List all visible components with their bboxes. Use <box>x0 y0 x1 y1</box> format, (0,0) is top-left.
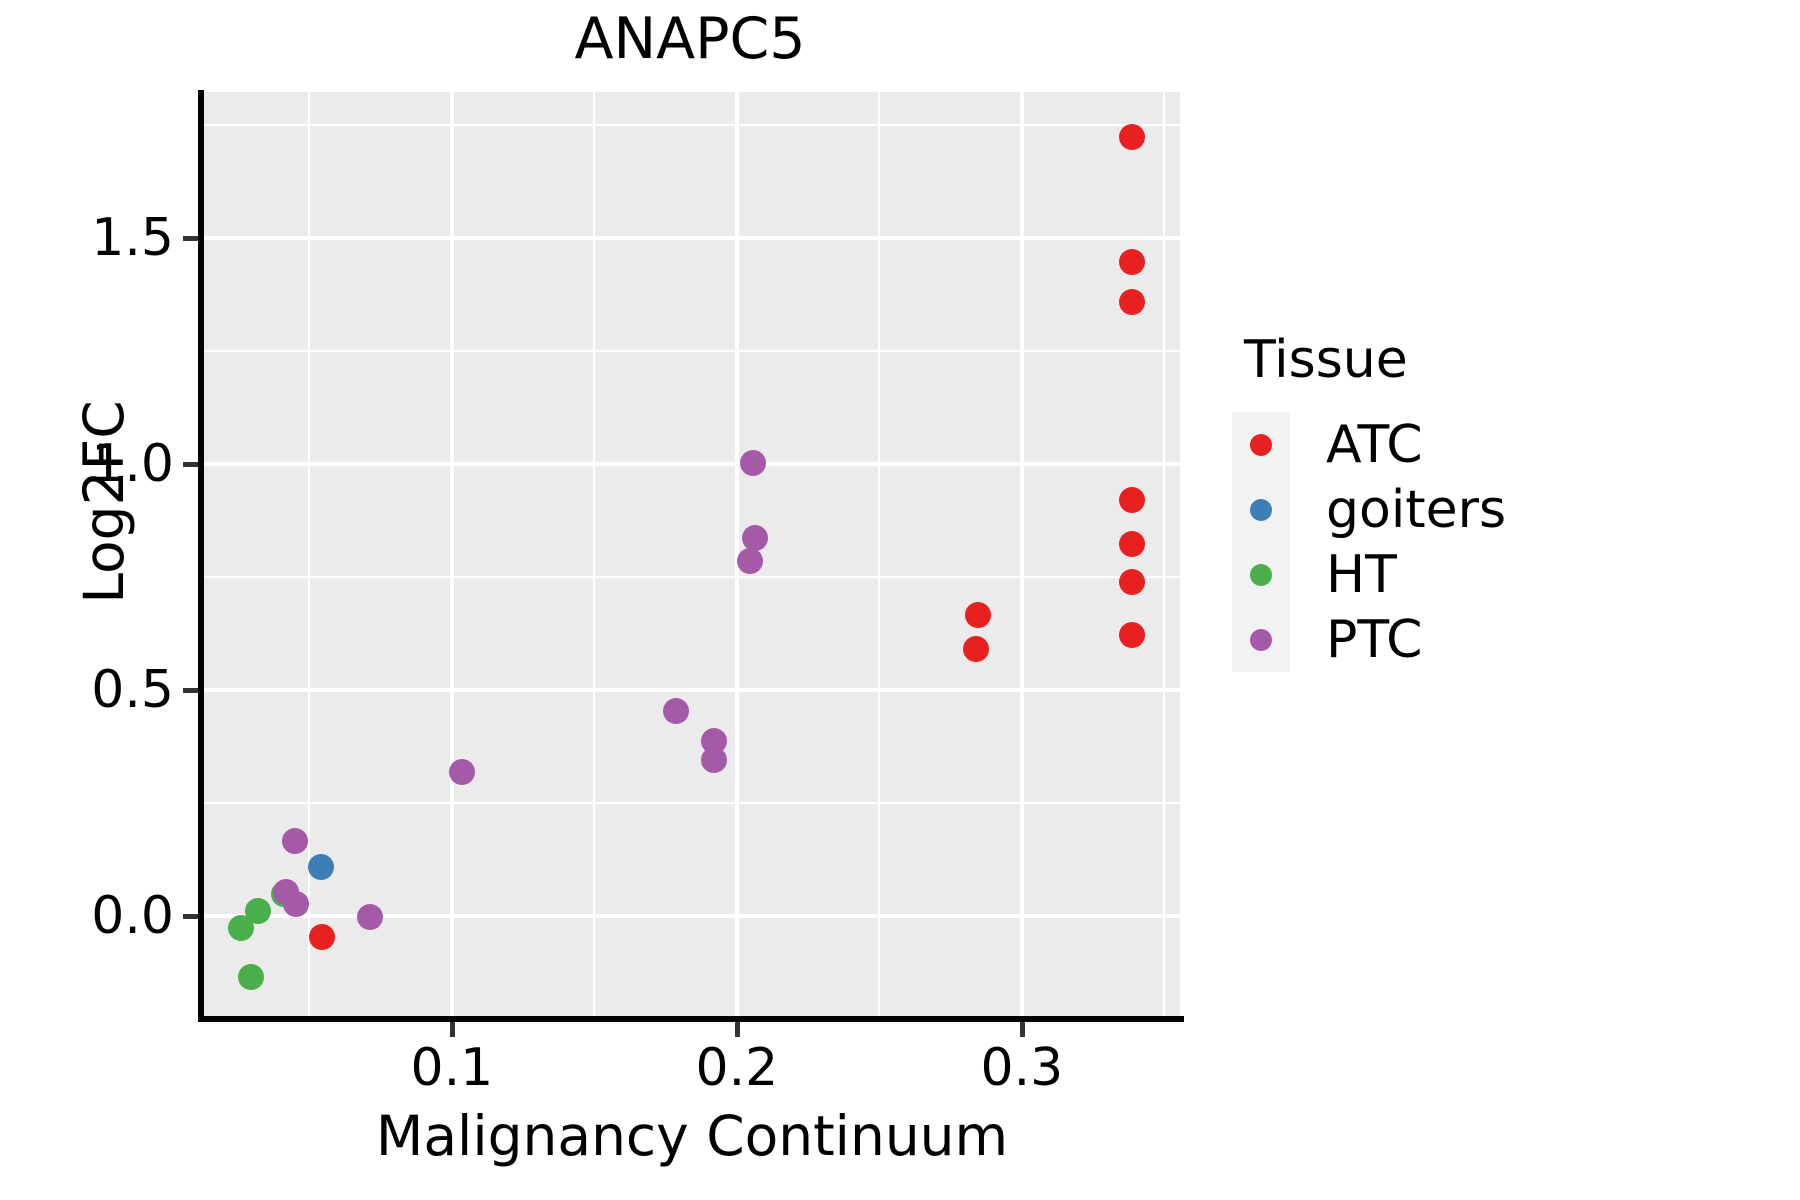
data-point-ptc <box>282 891 309 918</box>
data-point-ht <box>237 963 264 990</box>
legend-dot-icon <box>1250 628 1272 651</box>
x-tick-mark <box>1019 1022 1025 1037</box>
x-tick-label: 0.2 <box>695 1038 779 1098</box>
gridline-minor-vertical <box>308 92 311 1018</box>
gridline-minor-vertical <box>593 92 596 1018</box>
x-axis-label: Malignancy Continuum <box>375 1104 1009 1168</box>
gridline-minor-horizontal <box>204 124 1180 126</box>
legend-title: Tissue <box>1244 330 1408 390</box>
gridline-major-vertical <box>734 92 739 1018</box>
y-tick-label: 1.0 <box>91 434 174 495</box>
data-point-ptc <box>282 828 309 855</box>
data-point-atc <box>1118 289 1145 316</box>
y-axis-line <box>198 90 204 1022</box>
data-point-ptc <box>701 728 728 755</box>
legend-items: ATC goiters HT PTC <box>1232 412 1506 672</box>
gridline-major-horizontal <box>204 462 1180 467</box>
data-point-ptc <box>742 525 769 552</box>
legend-dot-icon <box>1250 433 1272 456</box>
gridline-minor-horizontal <box>204 576 1180 579</box>
x-tick-label: 0.3 <box>980 1038 1064 1098</box>
legend-item-label: goiters <box>1326 479 1507 540</box>
y-axis-label: Log2FC <box>72 400 136 604</box>
data-point-atc <box>309 924 336 951</box>
data-point-ptc <box>662 697 689 724</box>
data-point-atc <box>1118 249 1145 275</box>
x-tick-label: 0.1 <box>410 1038 494 1098</box>
data-point-atc <box>1118 622 1145 649</box>
data-point-atc <box>964 601 991 628</box>
legend-item-label: ATC <box>1326 414 1423 475</box>
legend-item-label: PTC <box>1326 609 1423 670</box>
y-tick-label: 1.5 <box>91 208 174 269</box>
gridline-minor-vertical <box>878 92 881 1018</box>
legend: Tissue ATC goiters HT PTC <box>1232 330 1506 672</box>
data-point-ptc <box>740 450 767 477</box>
y-tick-label: 0.0 <box>91 886 174 947</box>
gridline-major-horizontal <box>204 688 1180 693</box>
gridline-minor-vertical <box>1163 92 1166 1018</box>
gridline-major-vertical <box>1019 92 1024 1018</box>
data-point-ptc <box>448 759 475 786</box>
y-tick-label: 0.5 <box>91 660 174 721</box>
y-tick-mark <box>183 462 198 468</box>
legend-key <box>1232 412 1290 477</box>
legend-item-label: HT <box>1326 544 1397 605</box>
gridline-minor-horizontal <box>204 802 1180 805</box>
page-title: ANAPC5 <box>574 6 806 72</box>
legend-item-ht[interactable]: HT <box>1232 542 1506 607</box>
legend-dot-icon <box>1250 498 1272 521</box>
x-tick-mark <box>449 1022 455 1037</box>
data-point-goiters <box>308 854 335 881</box>
legend-dot-icon <box>1250 563 1272 586</box>
legend-item-atc[interactable]: ATC <box>1232 412 1506 477</box>
legend-key <box>1232 542 1290 607</box>
y-tick-mark <box>183 688 198 694</box>
data-point-atc <box>963 636 990 663</box>
data-point-atc <box>1118 124 1145 151</box>
legend-item-goiters[interactable]: goiters <box>1232 477 1506 542</box>
data-point-atc <box>1118 487 1145 514</box>
x-tick-mark <box>734 1022 740 1037</box>
data-point-ht <box>245 897 272 924</box>
gridline-major-vertical <box>449 92 454 1018</box>
legend-key <box>1232 477 1290 542</box>
gridline-major-horizontal <box>204 236 1180 241</box>
gridline-minor-horizontal <box>204 350 1180 353</box>
gridline-major-horizontal <box>204 914 1180 919</box>
plot-panel <box>204 92 1180 1018</box>
x-axis-line <box>200 1016 1184 1022</box>
data-point-ptc <box>737 547 764 574</box>
legend-key <box>1232 607 1290 672</box>
y-tick-mark <box>183 236 198 242</box>
data-point-atc <box>1118 568 1145 595</box>
data-point-ptc <box>357 904 384 931</box>
y-tick-mark <box>183 914 198 920</box>
legend-item-ptc[interactable]: PTC <box>1232 607 1506 672</box>
data-point-atc <box>1118 530 1145 557</box>
